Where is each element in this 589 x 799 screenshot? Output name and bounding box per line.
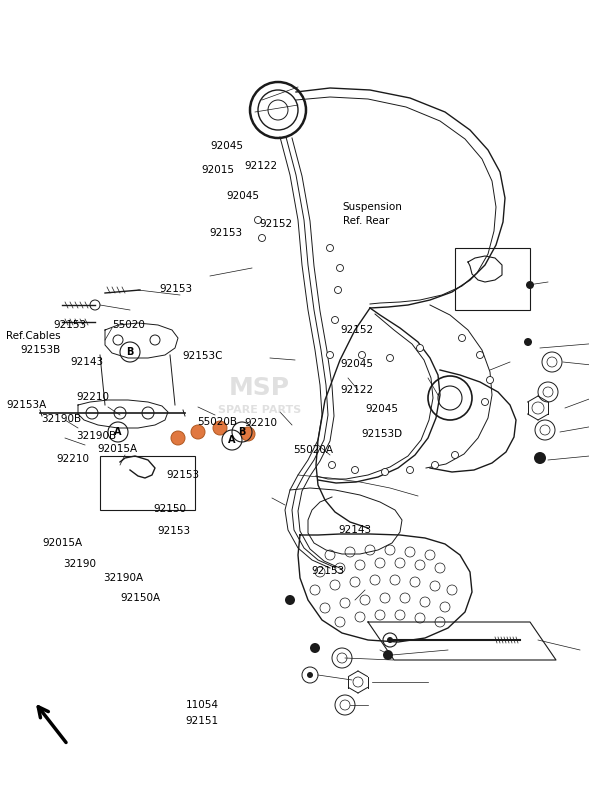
Text: 92153C: 92153C [183,351,223,360]
Text: 11054: 11054 [186,700,219,710]
Text: 92153: 92153 [209,229,242,238]
Text: 92153: 92153 [53,320,86,330]
Text: B: B [126,347,134,357]
Text: 92153: 92153 [158,527,191,536]
Circle shape [386,355,393,361]
Text: SPARE PARTS: SPARE PARTS [217,404,301,415]
Circle shape [481,399,488,406]
Text: 55020: 55020 [112,320,145,330]
Text: 92153: 92153 [311,566,344,576]
Circle shape [387,637,393,643]
Text: 92153: 92153 [166,471,199,480]
Circle shape [191,425,205,439]
Circle shape [254,217,262,224]
Text: 92122: 92122 [244,161,277,171]
Circle shape [241,427,255,441]
Text: 92143: 92143 [339,525,372,535]
Text: A: A [114,427,122,437]
Text: 92015A: 92015A [97,444,137,454]
Text: 92153D: 92153D [361,429,402,439]
Text: 92151: 92151 [186,717,219,726]
Circle shape [534,452,546,464]
Text: 92015A: 92015A [42,539,82,548]
Circle shape [406,467,413,474]
Circle shape [307,672,313,678]
Text: 92153A: 92153A [6,400,46,410]
Circle shape [487,376,494,384]
Circle shape [285,595,295,605]
Text: 92045: 92045 [211,141,244,151]
Text: 92153B: 92153B [21,345,61,355]
Circle shape [352,467,359,474]
Text: 92150A: 92150A [121,593,161,602]
Circle shape [213,421,227,435]
Circle shape [259,234,266,241]
Text: Suspension: Suspension [343,202,403,212]
Text: 92152: 92152 [259,219,292,229]
Circle shape [432,462,438,468]
Circle shape [329,462,336,468]
Circle shape [477,352,484,359]
Circle shape [458,335,465,341]
Circle shape [359,352,366,359]
Text: 32190: 32190 [64,559,97,569]
Circle shape [383,650,393,660]
Circle shape [326,352,333,359]
Text: 92045: 92045 [340,359,373,368]
Text: 92122: 92122 [340,385,373,395]
Circle shape [310,643,320,653]
Text: MSP: MSP [229,376,290,400]
Circle shape [171,431,185,445]
Text: 92153: 92153 [159,284,192,294]
Text: 92045: 92045 [365,404,398,414]
Text: 92045: 92045 [227,191,260,201]
Bar [455,248,530,310]
Text: Ref. Rear: Ref. Rear [343,216,389,225]
Text: 32190B: 32190B [77,431,117,441]
Circle shape [335,287,342,293]
Text: B: B [239,427,246,437]
Circle shape [326,244,333,252]
Circle shape [336,264,343,272]
Text: 92150: 92150 [153,504,186,514]
Circle shape [452,451,458,459]
Circle shape [416,344,423,352]
Text: 92210: 92210 [77,392,110,402]
Text: A: A [229,435,236,445]
Text: 92210: 92210 [56,455,89,464]
Text: 55020B: 55020B [197,417,237,427]
Bar [100,456,195,510]
Text: 92143: 92143 [71,357,104,367]
Text: Ref.Cables: Ref.Cables [6,331,61,340]
Text: 32190B: 32190B [41,415,81,424]
Text: 92210: 92210 [244,419,277,428]
Circle shape [382,468,389,475]
Text: 92015: 92015 [201,165,234,175]
Text: 92152: 92152 [340,325,373,335]
Circle shape [332,316,339,324]
Circle shape [526,281,534,289]
Text: 32190A: 32190A [103,574,143,583]
Text: 55020A: 55020A [293,445,333,455]
Circle shape [524,338,532,346]
